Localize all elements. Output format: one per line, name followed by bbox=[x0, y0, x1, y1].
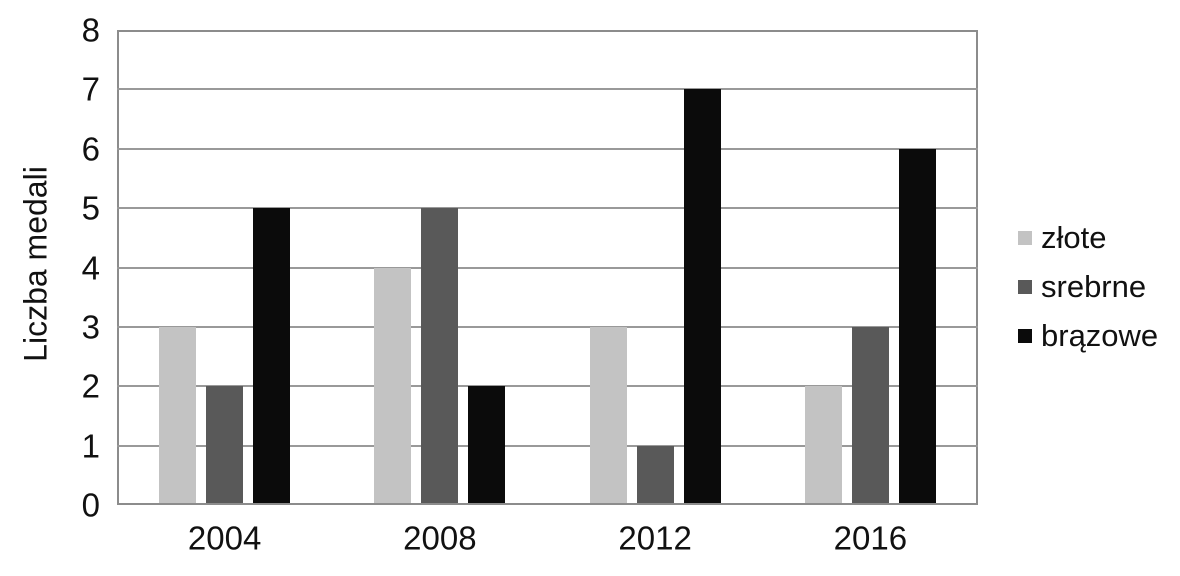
bar-2016-srebrne bbox=[851, 326, 889, 503]
legend-label: złote bbox=[1041, 220, 1107, 255]
y-tick-label: 0 bbox=[81, 486, 100, 524]
y-tick-label: 1 bbox=[81, 427, 100, 465]
bar-2008-złote bbox=[374, 267, 412, 503]
y-tick-label: 4 bbox=[81, 249, 100, 286]
gridline bbox=[117, 88, 978, 91]
gridline bbox=[117, 385, 978, 388]
y-tick-label: 6 bbox=[81, 130, 100, 168]
legend-item-srebrne: srebrne bbox=[1018, 262, 1158, 311]
y-axis-title: Liczba medali bbox=[17, 166, 54, 362]
bar-2004-srebrne bbox=[206, 386, 244, 503]
x-axis-label: 2012 bbox=[618, 519, 692, 557]
y-tick-label: 5 bbox=[81, 189, 100, 227]
gridline bbox=[117, 266, 978, 269]
y-tick-label: 3 bbox=[81, 308, 100, 346]
legend-item-złote: złote bbox=[1018, 213, 1158, 262]
gridline bbox=[117, 147, 978, 150]
legend-label: srebrne bbox=[1041, 269, 1147, 304]
bar-2012-brązowe bbox=[683, 89, 721, 503]
legend-swatch-icon bbox=[1018, 230, 1032, 245]
x-axis-label: 2016 bbox=[833, 519, 908, 557]
y-tick-label: 8 bbox=[81, 11, 100, 49]
bar-2016-złote bbox=[804, 386, 842, 503]
legend-label: brązowe bbox=[1041, 318, 1159, 353]
bar-2016-brązowe bbox=[898, 148, 936, 503]
gridline bbox=[117, 444, 978, 447]
y-tick-label: 2 bbox=[81, 367, 100, 405]
bar-2012-srebrne bbox=[636, 445, 674, 503]
x-axis-label: 2008 bbox=[403, 519, 477, 557]
bar-2004-złote bbox=[159, 326, 197, 503]
bar-2012-złote bbox=[589, 326, 627, 503]
legend: złote srebrne brązowe bbox=[1018, 213, 1158, 360]
x-axis-label: 2004 bbox=[187, 519, 262, 557]
bar-2008-srebrne bbox=[421, 208, 459, 503]
y-tick-label: 7 bbox=[81, 70, 100, 108]
gridline bbox=[117, 207, 978, 210]
legend-swatch-icon bbox=[1018, 328, 1032, 343]
bar-2004-brązowe bbox=[253, 208, 291, 503]
gridline bbox=[117, 325, 978, 328]
legend-item-brązowe: brązowe bbox=[1018, 311, 1158, 360]
bar-2008-brązowe bbox=[468, 386, 506, 503]
legend-swatch-icon bbox=[1018, 279, 1032, 294]
